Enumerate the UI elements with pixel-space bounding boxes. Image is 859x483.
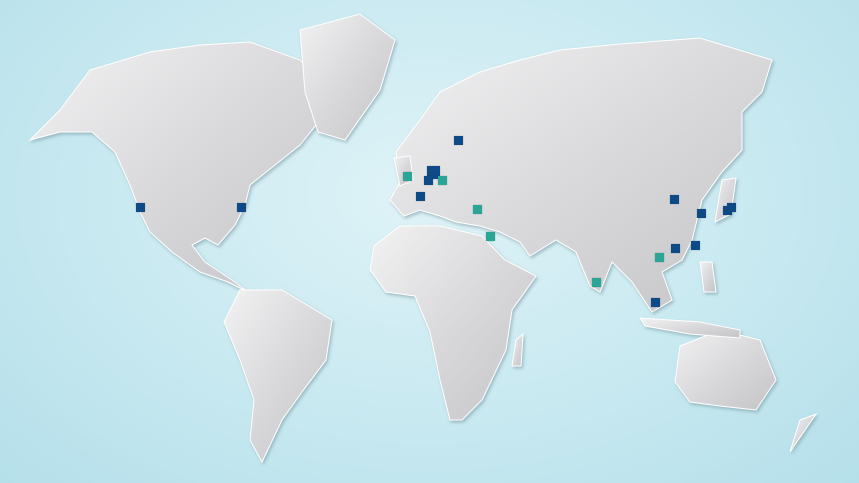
location-marker[interactable] bbox=[690, 240, 700, 250]
north-america bbox=[28, 41, 331, 293]
location-marker[interactable] bbox=[135, 202, 145, 212]
south-america bbox=[223, 289, 333, 464]
africa bbox=[369, 225, 537, 421]
japan bbox=[714, 177, 737, 223]
madagascar bbox=[511, 332, 524, 367]
greenland bbox=[299, 13, 396, 141]
new-zealand bbox=[789, 412, 818, 453]
location-marker[interactable] bbox=[437, 175, 447, 185]
location-marker[interactable] bbox=[236, 202, 246, 212]
location-marker[interactable] bbox=[415, 191, 425, 201]
location-marker[interactable] bbox=[670, 243, 680, 253]
location-marker[interactable] bbox=[654, 252, 664, 262]
location-marker[interactable] bbox=[669, 194, 679, 204]
indonesia bbox=[639, 317, 741, 339]
location-marker[interactable] bbox=[485, 231, 495, 241]
location-marker[interactable] bbox=[472, 204, 482, 214]
location-marker[interactable] bbox=[402, 171, 412, 181]
australia bbox=[674, 329, 777, 411]
location-marker[interactable] bbox=[453, 135, 463, 145]
location-marker[interactable] bbox=[726, 202, 736, 212]
location-marker[interactable] bbox=[591, 277, 601, 287]
philippines bbox=[699, 261, 717, 293]
location-marker[interactable] bbox=[696, 208, 706, 218]
location-marker[interactable] bbox=[426, 165, 440, 179]
location-marker[interactable] bbox=[423, 175, 433, 185]
location-marker[interactable] bbox=[650, 297, 660, 307]
